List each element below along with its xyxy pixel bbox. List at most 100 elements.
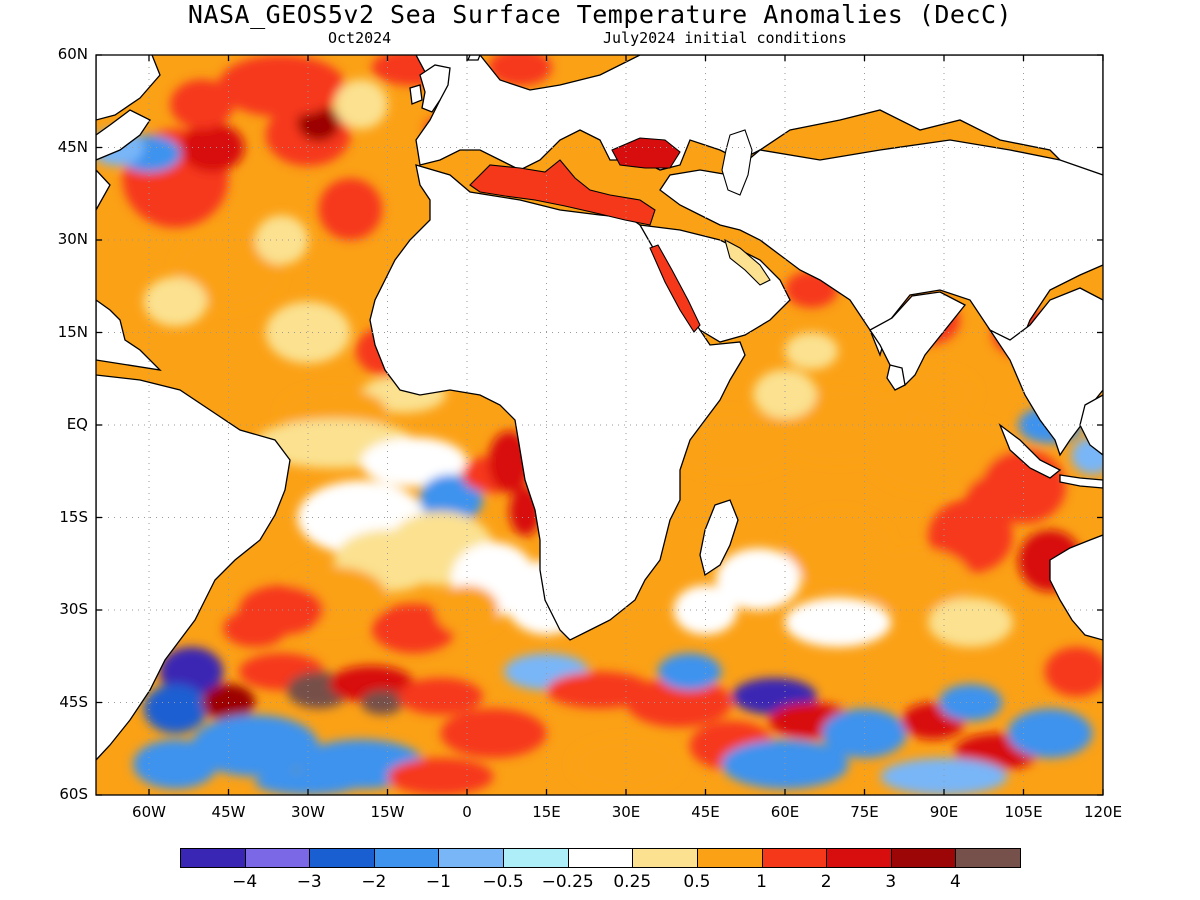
anomaly-patch: [928, 597, 1013, 647]
lat-tick-label: 45S: [59, 692, 88, 711]
ireland: [409, 84, 423, 105]
colorbar-label: −2: [361, 872, 387, 892]
lon-tick-label: 120E: [1083, 803, 1123, 821]
chart-title: NASA_GEOS5v2 Sea Surface Temperature Ano…: [187, 0, 1013, 29]
anomaly-patch: [673, 585, 738, 635]
lon-tick-label: 30W: [291, 803, 325, 821]
iran-india: [659, 139, 1103, 358]
colorbar-swatch: [244, 848, 311, 868]
sri-lanka: [886, 364, 906, 391]
caspian-sea: [721, 129, 753, 196]
axis-ticks: [96, 54, 1104, 796]
java: [1059, 474, 1103, 489]
anomaly-patch: [170, 79, 234, 129]
madagascar: [699, 499, 739, 577]
anomaly-patch: [143, 684, 208, 734]
anomaly-patch: [398, 677, 483, 715]
anomaly-patch: [657, 653, 722, 691]
lat-tick-label: 15N: [57, 322, 88, 341]
lon-tick-label: 45W: [211, 803, 246, 821]
indian-peninsula: [869, 291, 967, 386]
anomaly-patch: [180, 122, 245, 173]
lon-tick-label: 15W: [370, 803, 405, 821]
anomaly-patch: [869, 418, 1019, 493]
anomaly-patch: [265, 301, 351, 364]
anomaly-patch: [133, 739, 218, 789]
colorbar-swatch: [373, 848, 440, 868]
sumatra: [998, 423, 1062, 479]
colorbar-swatch: [438, 848, 505, 868]
colorbar-swatch: [180, 848, 246, 868]
anomaly-patch: [159, 647, 224, 697]
australia: [1049, 534, 1103, 641]
colorbar-swatch: [696, 848, 763, 868]
anomaly-patch: [668, 412, 796, 475]
anomaly-patch: [753, 369, 817, 419]
anomaly-patch: [785, 332, 838, 370]
anomaly-patch: [891, 369, 976, 419]
colorbar-label: 0.25: [613, 872, 652, 892]
colorbar-swatch: [632, 848, 698, 868]
initial-conditions: July2024 initial conditions: [603, 29, 847, 47]
lat-tick-label: 60N: [57, 45, 88, 63]
colorbar-label: −0.5: [482, 872, 524, 892]
colorbar-label: −0.25: [541, 872, 594, 892]
anomaly-patch: [938, 684, 1003, 721]
colorbar-swatch: [955, 848, 1021, 868]
south-america: [96, 374, 291, 761]
lon-tick-label: 0: [462, 803, 472, 821]
anomaly-patch: [880, 758, 1008, 795]
anomaly-patch: [255, 215, 308, 265]
anomaly-patch: [143, 277, 208, 327]
anomaly-patch: [546, 671, 653, 709]
anomaly-patch: [864, 548, 971, 611]
nova-scotia: [96, 109, 151, 161]
lon-tick-label: 60W: [132, 803, 166, 821]
lat-tick-label: 15S: [59, 507, 88, 526]
anomaly-patch: [573, 739, 679, 789]
inland-seas: [469, 129, 771, 333]
colorbar-swatch: [309, 848, 375, 868]
persian-gulf: [724, 238, 771, 286]
anomaly-patch: [371, 603, 457, 654]
anomaly-patch: [318, 178, 383, 241]
anomaly-patch: [965, 474, 1029, 524]
land-masses: [96, 55, 1103, 761]
lon-tick-label: 60E: [770, 803, 800, 821]
colorbar-label: 3: [885, 872, 897, 892]
anomaly-patch: [1007, 708, 1093, 758]
colorbar-label: −3: [296, 872, 322, 892]
anomaly-patch: [785, 597, 891, 647]
colorbar-label: −1: [425, 872, 451, 892]
lat-tick-label: EQ: [66, 415, 88, 433]
colorbar-swatch: [826, 848, 892, 868]
anomaly-patch: [223, 610, 287, 647]
lon-tick-label: 75E: [850, 803, 879, 821]
lon-tick-label: 105E: [1004, 803, 1043, 821]
colorbar-swatch: [567, 848, 634, 868]
uk: [419, 64, 451, 113]
colorbar-swatch: [761, 848, 828, 868]
lon-tick-label: 90E: [929, 803, 959, 821]
colorbar-label: 4: [949, 872, 961, 892]
mediterranean: [469, 159, 656, 226]
colorbar-swatch: [890, 848, 957, 868]
lat-tick-label: 60S: [59, 785, 88, 803]
anomaly-patch: [361, 437, 467, 487]
colorbar-label: 0.5: [683, 872, 711, 892]
lat-tick-label: 30N: [57, 230, 88, 248]
colorbar-label: −4: [232, 872, 258, 892]
black-sea: [611, 137, 681, 169]
borneo: [1079, 394, 1103, 456]
anomaly-patch: [721, 739, 849, 789]
anomaly-patch: [191, 714, 319, 777]
anomaly-patch: [440, 708, 547, 758]
colorbar-swatch: [503, 848, 569, 868]
red-sea: [649, 244, 701, 333]
anomaly-patch: [217, 55, 346, 117]
lat-tick-label: 45N: [57, 137, 88, 156]
lat-tick-label: 30S: [59, 600, 88, 618]
colorbar-label: 1: [756, 872, 767, 892]
forecast-month: Oct2024: [328, 29, 392, 47]
